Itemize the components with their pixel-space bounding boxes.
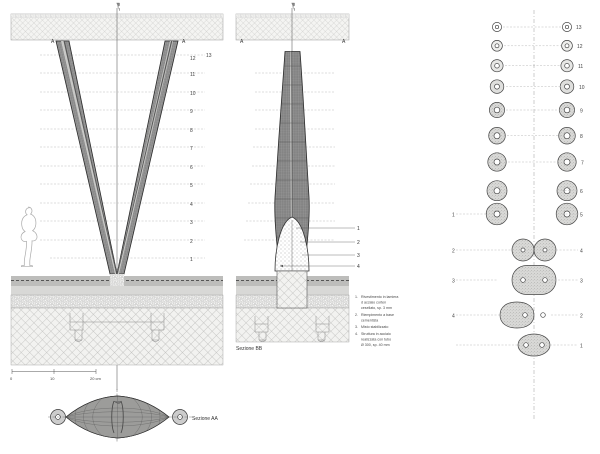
svg-text:4: 4 [190,202,193,208]
svg-text:8: 8 [190,128,193,134]
svg-text:11: 11 [578,64,583,70]
svg-text:cementizia: cementizia [361,319,378,323]
svg-text:11: 11 [190,72,195,78]
svg-text:Sezione AA: Sezione AA [192,416,219,422]
svg-text:13: 13 [206,53,212,59]
svg-text:10: 10 [579,85,585,91]
svg-text:1: 1 [190,257,193,263]
svg-text:Misto stabilizzato: Misto stabilizzato [361,325,388,329]
svg-text:2: 2 [357,240,360,246]
svg-text:4.: 4. [355,332,358,336]
svg-text:4: 4 [357,264,360,270]
svg-text:9: 9 [190,109,193,115]
svg-text:7: 7 [190,146,193,152]
svg-text:2: 2 [580,314,583,320]
svg-text:10: 10 [50,376,55,381]
svg-text:3: 3 [190,220,193,226]
svg-text:5: 5 [190,183,193,189]
svg-text:cesellato, sp. 3 mm: cesellato, sp. 3 mm [361,306,392,310]
svg-text:5: 5 [580,213,583,219]
svg-text:realizzata con tubo: realizzata con tubo [361,338,391,342]
svg-text:12: 12 [190,56,196,62]
svg-text:Ø 300, sp. 40 mm: Ø 300, sp. 40 mm [361,343,390,347]
svg-text:Rivestimento in lamiera: Rivestimento in lamiera [361,295,398,299]
svg-text:1: 1 [580,344,583,350]
svg-text:Struttura in acciaio: Struttura in acciaio [361,332,391,336]
svg-text:1.: 1. [355,295,358,299]
svg-text:3: 3 [452,279,455,285]
svg-text:20 cm: 20 cm [90,376,102,381]
svg-text:8: 8 [580,134,583,140]
svg-text:6: 6 [580,189,583,195]
svg-text:10: 10 [190,91,196,97]
svg-text:3.: 3. [355,325,358,329]
svg-text:7: 7 [581,161,584,167]
svg-text:Riempimento a base: Riempimento a base [361,313,394,317]
svg-text:1: 1 [452,213,455,219]
svg-text:2: 2 [190,239,193,245]
svg-text:6: 6 [190,165,193,171]
svg-text:4: 4 [580,249,583,255]
svg-text:12: 12 [577,44,583,50]
svg-text:3: 3 [580,279,583,285]
svg-text:9: 9 [580,109,583,115]
svg-text:Sezione BB: Sezione BB [236,346,263,352]
svg-text:4: 4 [452,314,455,320]
svg-text:d acciaio corten: d acciaio corten [361,301,386,305]
svg-text:3: 3 [357,253,360,259]
svg-text:2.: 2. [355,313,358,317]
svg-text:13: 13 [576,25,582,31]
svg-text:2: 2 [452,249,455,255]
svg-text:1: 1 [357,226,360,232]
